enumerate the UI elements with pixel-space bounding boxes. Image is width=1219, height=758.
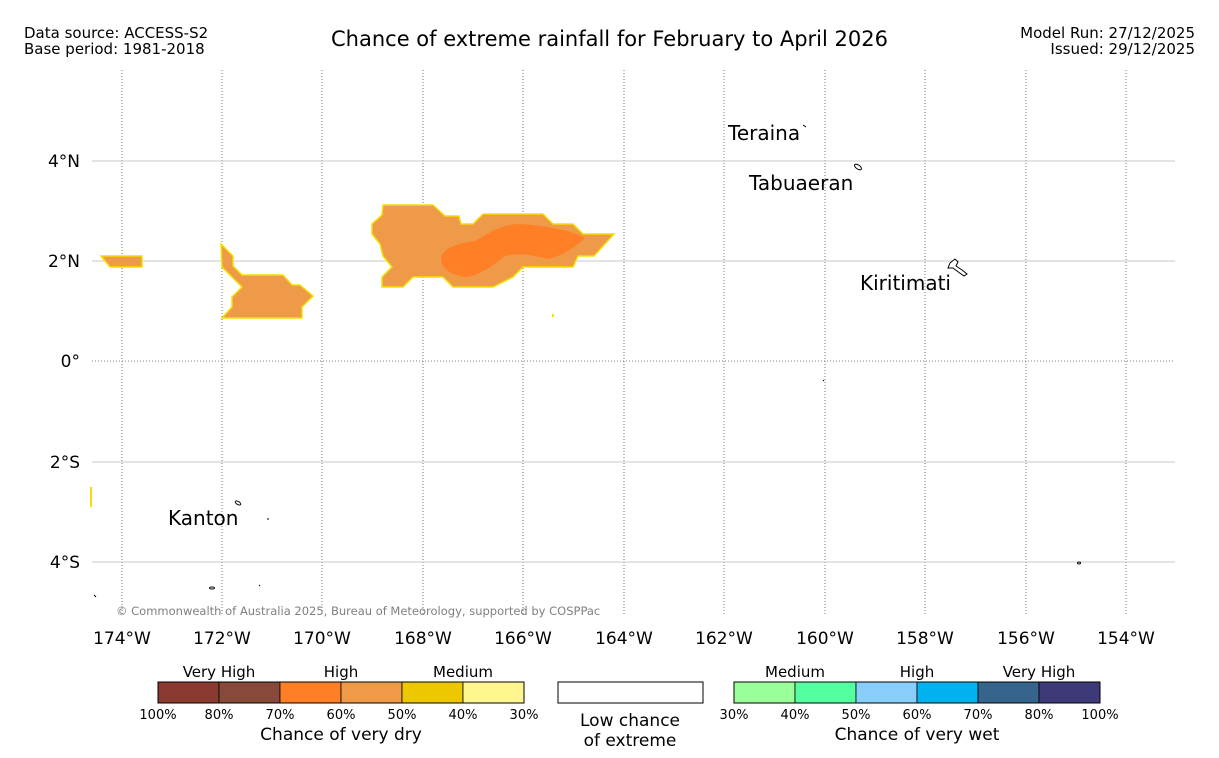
legend-dry: Very High High Medium 100% 80% 70% 60% 5… [139,663,538,745]
legend-dry-swatch [157,681,220,704]
legend-wet-swatch [1038,681,1101,704]
legend-wet-group-label: Medium [765,663,825,681]
legend-dry-swatch [462,681,525,704]
small-island [93,594,97,598]
tabuaeran-island [854,163,862,171]
legend-dry-swatch [340,681,403,704]
legend-wet-frame [733,681,1101,704]
lon-tick-label: 158°W [896,629,954,649]
small-island [258,584,261,587]
legend-low-chance: Low chance of extreme [557,681,704,751]
data-source-text: Data source: ACCESS-S2 [24,24,209,42]
legend-wet-group-label: High [900,663,934,681]
legend-dry-frame [157,681,525,704]
legend-dry-group-label: Very High [183,663,256,681]
legend-dry-label: Chance of very dry [260,725,422,745]
legend-dry-group-label: High [324,663,358,681]
legend-wet-swatch [794,681,857,704]
lon-tick-label: 156°W [997,629,1055,649]
dry-region-west [99,255,143,268]
small-island [822,379,825,382]
legend-wet-tick: 50% [842,708,871,723]
legend-wet-tick: 60% [903,708,932,723]
map-title: Chance of extreme rainfall for February … [331,27,888,51]
base-period-text: Base period: 1981-2018 [24,40,205,58]
legend-dry-swatch [218,681,281,704]
lat-tick-label: 0° [61,352,80,372]
small-island [1077,561,1081,565]
lon-tick-label: 162°W [695,629,753,649]
header-left: Data source: ACCESS-S2 Base period: 1981… [24,25,208,57]
lon-tick-label: 154°W [1097,629,1155,649]
legend-dry-group-label: Medium [433,663,493,681]
legend-low-line1: Low chance [580,711,680,731]
legend-wet-swatch [916,681,979,704]
header-right: Model Run: 27/12/2025 Issued: 29/12/2025 [1020,25,1195,57]
lon-tick-label: 160°W [796,629,854,649]
legend-dry-tick: 80% [205,708,234,723]
legend-wet-group-label: Very High [1003,663,1076,681]
lon-tick-label: 164°W [595,629,653,649]
lat-tick-label: 4°N [48,152,80,172]
lat-tick-label: 2°S [50,453,80,473]
place-label-tabuaeran: Tabuaeran [748,171,853,195]
dry-core-region [441,224,585,277]
dry-region-172w [220,242,315,319]
coastlines [93,124,1081,598]
legend-dry-tick: 60% [327,708,356,723]
dry-speck [552,314,554,317]
copyright-notice: © Commonwealth of Australia 2025, Bureau… [116,604,600,618]
dry-edge-sliver [90,487,92,507]
lon-tick-label: 166°W [494,629,552,649]
lon-tick-label: 174°W [93,629,151,649]
legend-wet-tick: 80% [1025,708,1054,723]
teraina-island [802,124,807,128]
legend-wet-tick: 40% [781,708,810,723]
legend-wet-swatch [977,681,1040,704]
place-label-teraina: Teraina [727,121,800,145]
place-label-kiritimati: Kiritimati [860,271,951,295]
legend-low-swatch [557,681,704,704]
lat-tick-label: 2°N [48,252,80,272]
lon-tick-label: 170°W [293,629,351,649]
legend-low-line2: of extreme [584,731,677,751]
legend-dry-tick: 50% [388,708,417,723]
legend-wet-tick: 70% [964,708,993,723]
legend-wet-tick: 30% [720,708,749,723]
model-run-text: Model Run: 27/12/2025 [1020,24,1195,42]
lon-tick-label: 172°W [193,629,251,649]
legend-dry-tick: 40% [449,708,478,723]
issued-text: Issued: 29/12/2025 [1050,40,1195,58]
legend-dry-tick: 70% [266,708,295,723]
legend-dry-swatch [401,681,464,704]
legend-dry-swatch [279,681,342,704]
small-island [209,586,215,590]
kanton-island [234,500,242,506]
graticule [92,70,1175,616]
dry-shading [90,204,616,507]
lat-tick-label: 4°S [50,553,80,573]
legend-dry-tick: 30% [510,708,539,723]
legend-dry-tick: 100% [139,708,176,723]
legend-wet-swatch [733,681,796,704]
lon-tick-label: 168°W [394,629,452,649]
legend-wet-swatch [855,681,918,704]
legend-wet-label: Chance of very wet [835,725,1000,745]
place-label-kanton: Kanton [168,506,238,530]
legend-wet-tick: 100% [1081,708,1118,723]
legend-wet: Medium High Very High 30% 40% 50% 60% 70… [720,663,1119,745]
kiritimati-island [947,258,968,277]
